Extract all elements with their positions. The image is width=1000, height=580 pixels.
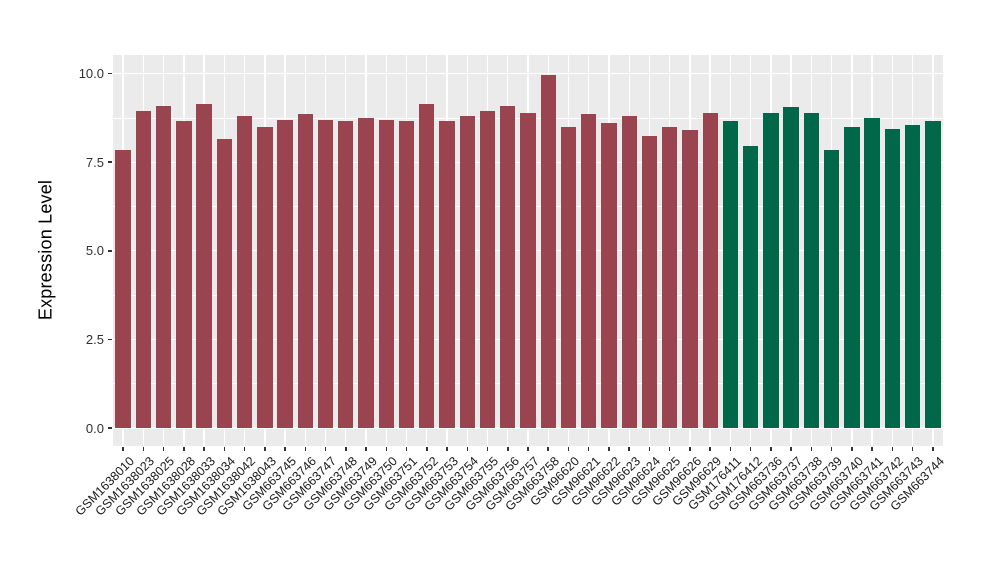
bar: [317, 119, 334, 428]
x-tick-mark: [527, 447, 529, 451]
x-tick-mark: [790, 447, 792, 451]
bar: [621, 116, 637, 428]
plot-panel: [113, 55, 943, 446]
x-tick-mark: [770, 447, 772, 451]
bar: [115, 149, 131, 428]
bar: [884, 128, 901, 428]
bar: [601, 123, 617, 428]
x-tick-mark: [547, 447, 549, 451]
x-tick-mark: [345, 447, 347, 451]
x-tick-mark: [486, 447, 489, 451]
bar: [641, 135, 658, 428]
x-tick-mark: [142, 447, 145, 451]
bar: [176, 121, 192, 428]
x-tick-mark: [466, 447, 469, 451]
x-tick-mark: [608, 447, 610, 451]
x-tick-mark: [871, 447, 873, 451]
bar: [844, 126, 860, 428]
bar: [803, 112, 820, 428]
x-tick-mark: [830, 447, 833, 451]
x-tick-mark: [689, 447, 691, 451]
x-tick-mark: [932, 447, 934, 451]
x-tick-mark: [183, 447, 185, 451]
x-tick-mark: [426, 447, 428, 451]
y-axis-title: Expression Level: [35, 179, 56, 321]
x-tick-mark: [891, 447, 894, 451]
bar: [479, 110, 496, 428]
bar: [216, 139, 233, 428]
y-tick-mark: [108, 161, 112, 163]
bar: [196, 103, 212, 428]
x-tick-mark: [385, 447, 388, 451]
y-tick-mark: [108, 427, 112, 429]
x-tick-mark: [243, 447, 246, 451]
x-tick-mark: [365, 447, 367, 451]
x-tick-mark: [203, 447, 205, 451]
bar: [904, 125, 921, 428]
x-tick-mark: [851, 447, 853, 451]
bar: [823, 149, 840, 428]
y-tick-label: 10.0: [78, 66, 104, 82]
x-tick-mark: [122, 447, 124, 451]
x-tick-mark: [264, 447, 266, 451]
bar: [520, 112, 536, 428]
x-tick-mark: [648, 447, 651, 451]
bar: [500, 105, 516, 428]
x-tick-mark: [628, 447, 630, 451]
bar: [722, 121, 739, 428]
y-tick-mark: [108, 250, 112, 252]
x-tick-mark: [810, 447, 813, 451]
x-tick-mark: [911, 447, 914, 451]
bar: [439, 121, 455, 428]
x-tick-mark: [709, 447, 711, 451]
x-tick-mark: [162, 447, 165, 451]
bar: [864, 117, 880, 428]
bar: [378, 119, 394, 428]
bar: [783, 107, 799, 428]
bar: [742, 146, 759, 428]
x-tick-mark: [284, 447, 286, 451]
bar: [257, 126, 273, 428]
bar: [277, 119, 293, 428]
bar: [155, 105, 172, 428]
bar: [338, 121, 354, 428]
bar: [236, 116, 253, 428]
x-tick-mark: [304, 447, 307, 451]
bar: [682, 130, 698, 428]
y-tick-label: 2.5: [85, 331, 104, 347]
bar: [662, 126, 678, 428]
x-tick-mark: [749, 447, 752, 451]
bar: [763, 112, 779, 428]
bar: [925, 121, 941, 428]
y-tick-label: 5.0: [85, 243, 104, 259]
x-tick-mark: [405, 447, 408, 451]
bar: [135, 110, 152, 428]
x-tick-mark: [587, 447, 590, 451]
y-tick-mark: [108, 338, 112, 341]
y-tick-mark: [108, 72, 112, 75]
bar: [560, 126, 577, 428]
bar: [702, 112, 718, 428]
x-tick-mark: [324, 447, 327, 451]
y-tick-label: 0.0: [85, 420, 104, 436]
x-tick-mark: [446, 447, 448, 451]
bar: [419, 103, 435, 428]
x-tick-mark: [729, 447, 732, 451]
bar: [398, 121, 415, 428]
bar: [459, 116, 475, 428]
x-tick-mark: [567, 447, 570, 451]
y-tick-label: 7.5: [85, 154, 104, 170]
x-tick-mark: [668, 447, 671, 451]
bar: [581, 114, 597, 428]
x-tick-mark: [507, 447, 509, 451]
bar: [297, 114, 313, 428]
bar: [358, 117, 374, 428]
x-tick-mark: [223, 447, 226, 451]
bar: [540, 75, 556, 428]
